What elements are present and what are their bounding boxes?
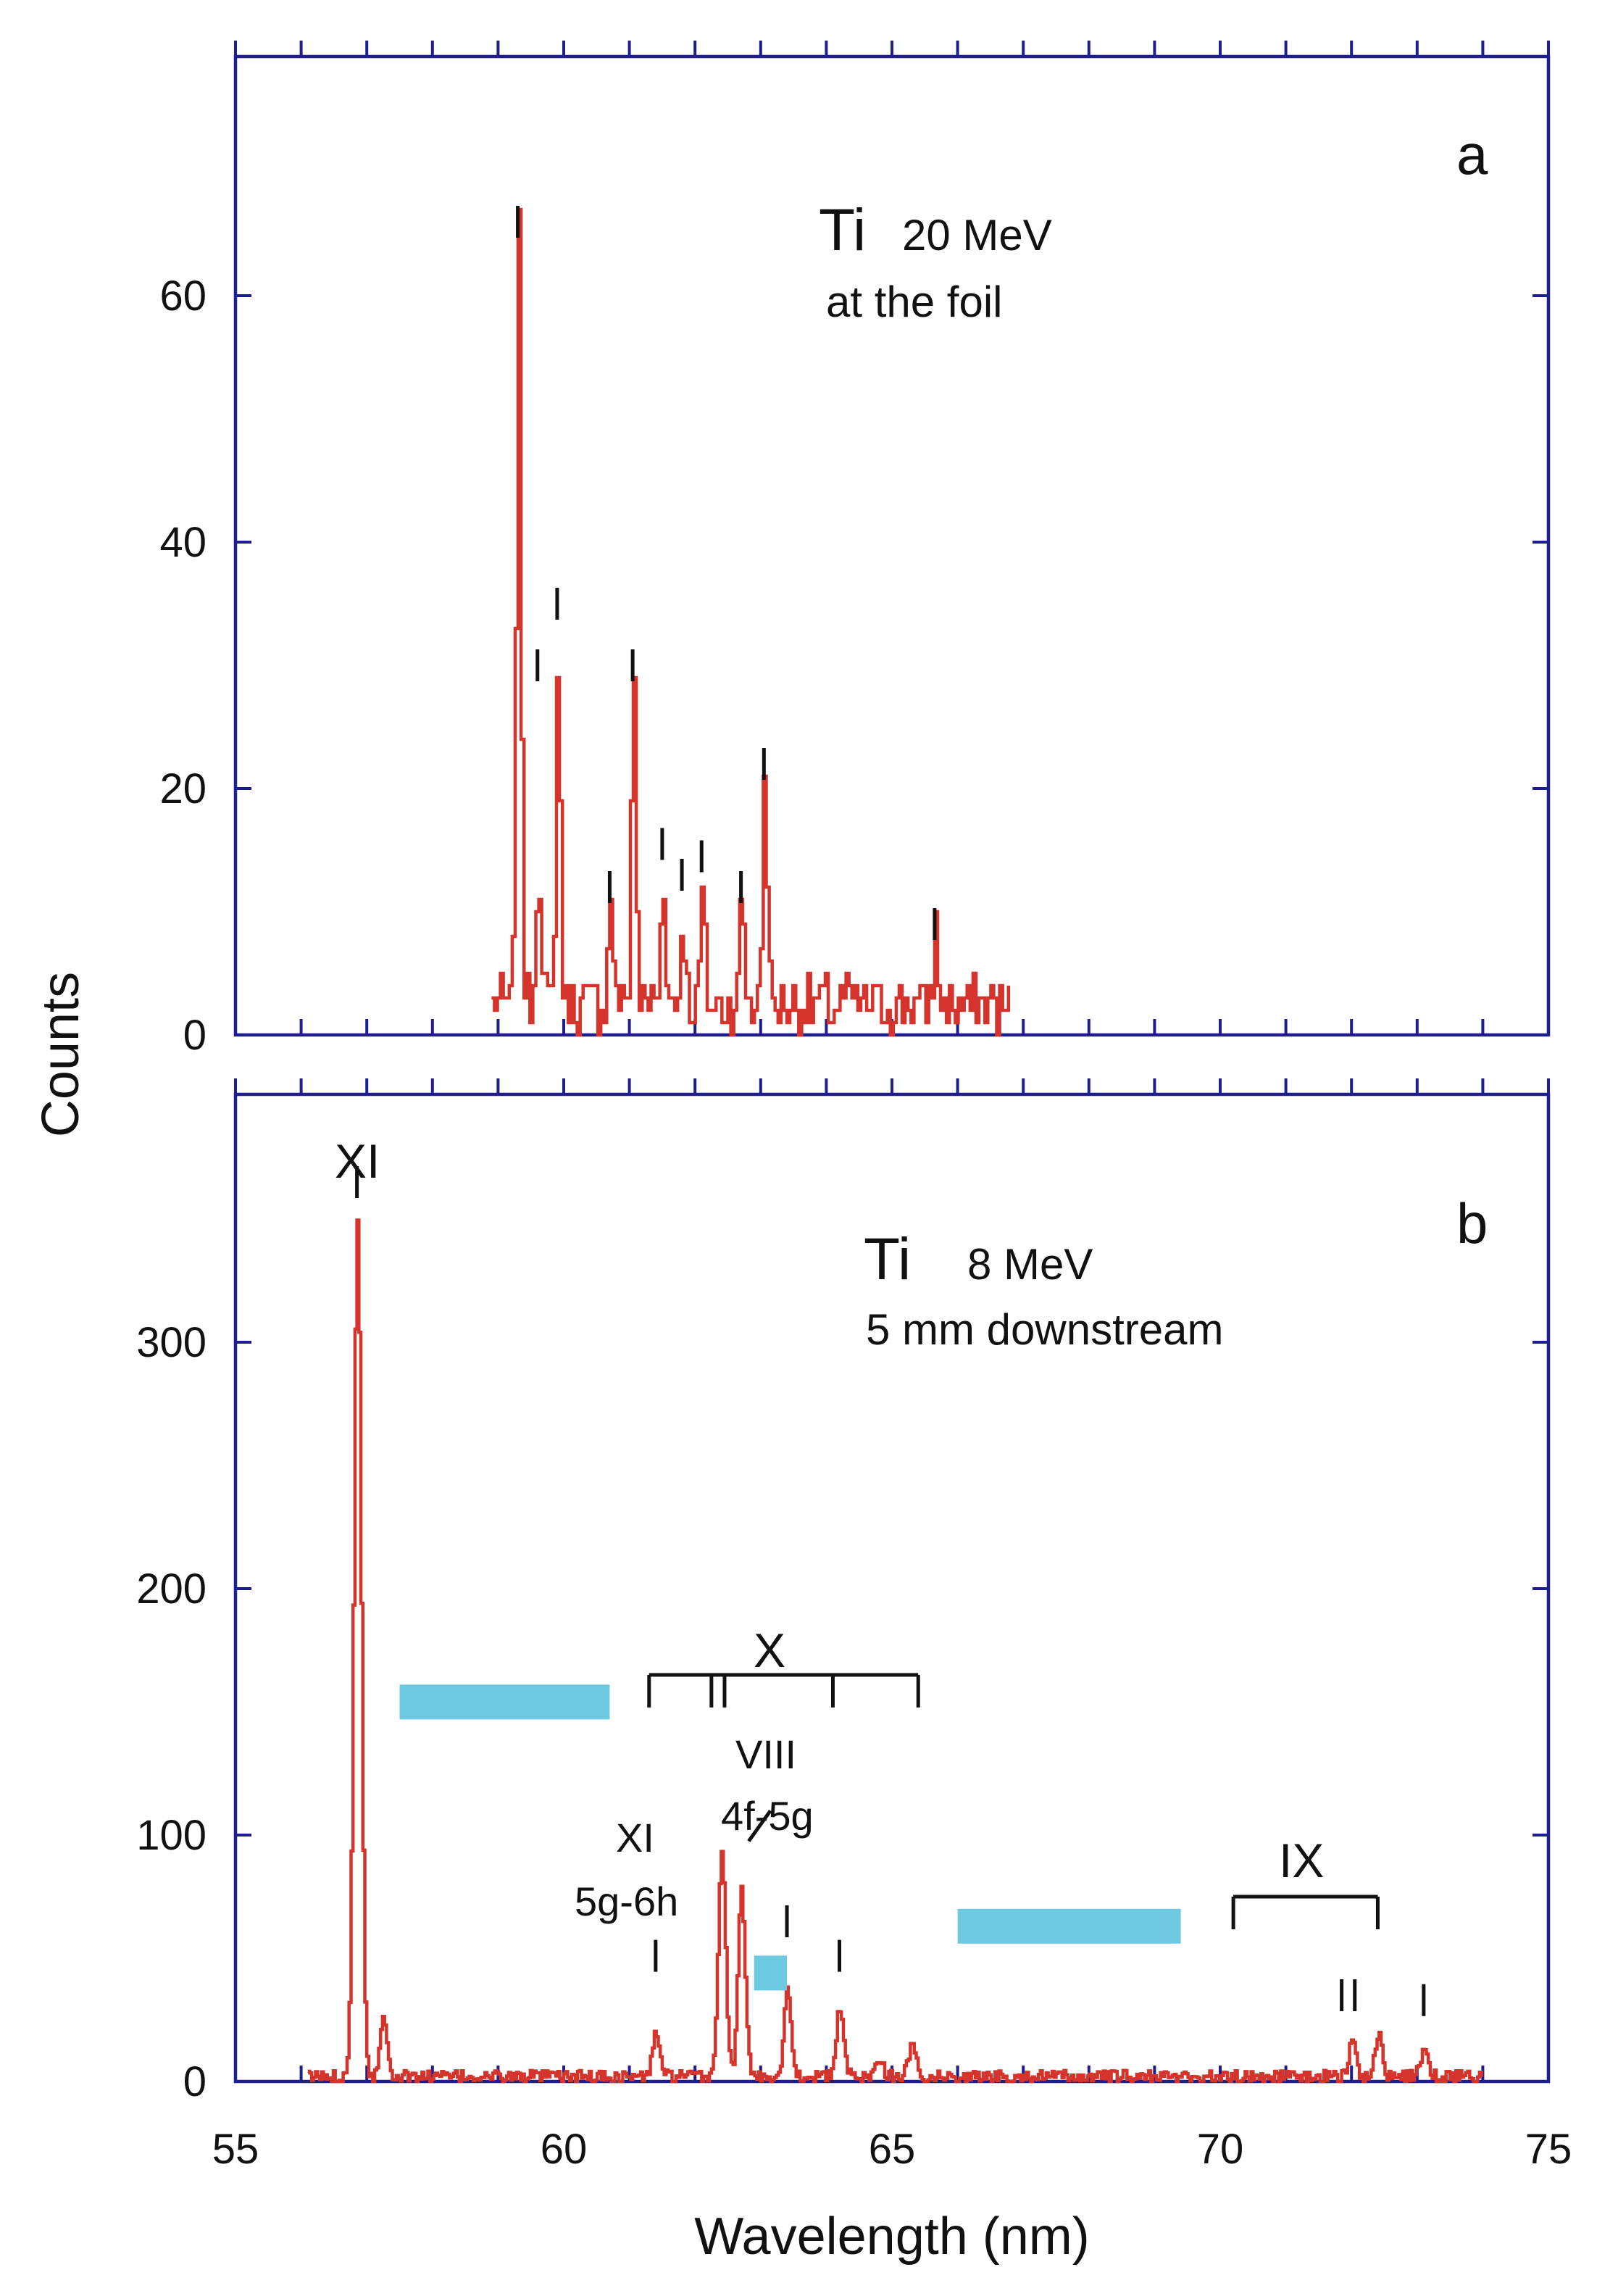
x-tick-label: 65: [869, 2126, 916, 2173]
spectrum-line-b: [307, 1218, 1483, 2084]
transition-label-4f5g: 4f-5g: [721, 1793, 814, 1839]
y-tick-label-b: 0: [183, 2058, 207, 2105]
panel-a-label: a: [1456, 122, 1488, 186]
y-tick-label-a: 60: [159, 273, 207, 320]
ion-label-xi-secondary: XI: [616, 1815, 654, 1860]
x-tick-label: 75: [1525, 2126, 1572, 2173]
y-tick-label-b: 200: [136, 1565, 207, 1613]
x-tick-label: 60: [541, 2126, 588, 2173]
spectrum-line-a: [491, 207, 1011, 1037]
ion-label-xi-main: XI: [335, 1134, 380, 1188]
ion-label-x: X: [754, 1623, 785, 1677]
pointer-viii: [747, 1809, 772, 1842]
x-axis-label: Wavelength (nm): [694, 2208, 1090, 2266]
annotation-layer: [355, 206, 1426, 2016]
shaded-band: [754, 1955, 788, 1991]
tick-layer: 55 60 65 70 75 0 20 40 60 0 100 200 300: [136, 41, 1572, 2173]
y-axis-label: Counts: [32, 972, 90, 1137]
y-tick-label-a: 20: [159, 765, 207, 812]
x-tick-label: 55: [212, 2126, 259, 2173]
ion-label-viii: VIII: [735, 1731, 796, 1777]
spectrum-layer: [307, 207, 1483, 2084]
panel-b-position: 5 mm downstream: [866, 1305, 1223, 1354]
panel-b-label: b: [1456, 1191, 1488, 1255]
shaded-band: [957, 1908, 1181, 1944]
y-tick-label-b: 100: [136, 1812, 207, 1859]
y-tick-label-b: 300: [136, 1319, 207, 1366]
ion-label-ix: IX: [1279, 1834, 1324, 1887]
transition-label-5g6h: 5g-6h: [575, 1879, 678, 1924]
x-tick-label: 70: [1197, 2126, 1244, 2173]
panel-b-energy: 8 MeV: [967, 1240, 1093, 1289]
panel-a-frame: [233, 54, 1551, 1037]
panel-a-position: at the foil: [826, 278, 1003, 326]
panel-a-element: Ti: [819, 197, 866, 263]
panel-b-element: Ti: [864, 1226, 911, 1292]
shaded-band: [399, 1684, 610, 1720]
y-tick-label-a: 40: [159, 519, 207, 566]
panel-a-energy: 20 MeV: [902, 211, 1052, 259]
y-tick-label-a: 0: [183, 1012, 207, 1059]
